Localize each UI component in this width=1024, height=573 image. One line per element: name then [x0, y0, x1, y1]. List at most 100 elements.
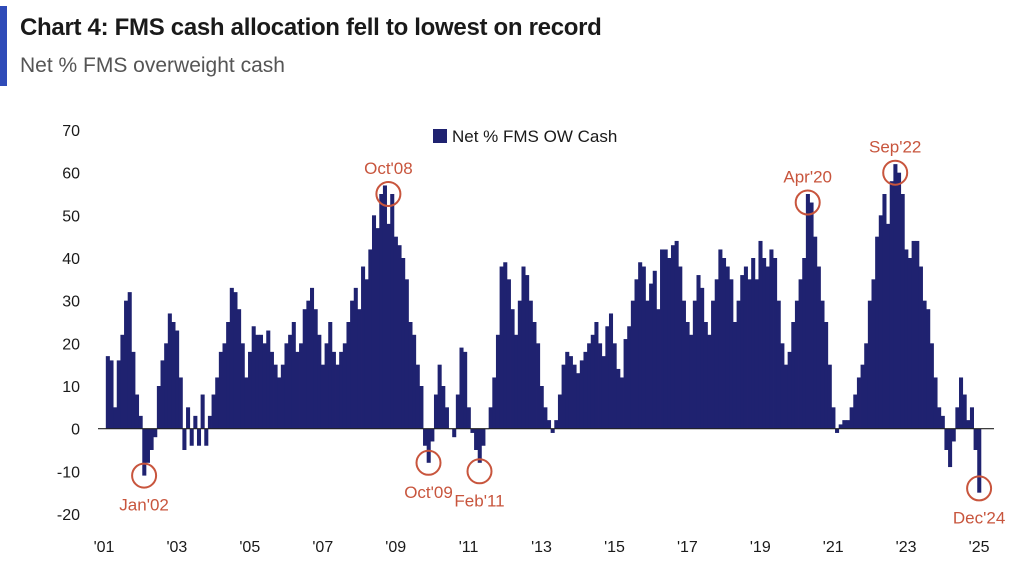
bar: [382, 185, 387, 429]
y-tick-label: 40: [62, 251, 80, 268]
bar: [824, 322, 829, 429]
bar: [375, 228, 380, 429]
bar: [550, 428, 555, 433]
bar: [973, 428, 978, 450]
bar: [700, 287, 705, 429]
bar: [707, 334, 712, 429]
bar: [886, 223, 891, 429]
bar: [773, 258, 778, 429]
x-tick-label: '25: [969, 539, 990, 556]
bar: [554, 420, 559, 429]
bar: [463, 351, 468, 429]
bar: [619, 377, 624, 429]
bar: [138, 415, 143, 429]
x-axis-ticks: '01 '03 '05 '07 '09 '11 '13 '15 '17 '19 '21 '23 '25: [94, 539, 990, 556]
bar: [918, 266, 923, 429]
bar: [736, 300, 741, 429]
bar: [634, 279, 639, 429]
bar: [386, 223, 391, 429]
bar: [211, 394, 216, 429]
bar: [955, 407, 960, 429]
annotation-label: Sep'22: [869, 138, 921, 157]
bar: [867, 300, 872, 429]
bar: [751, 258, 756, 429]
bar: [503, 262, 508, 429]
bar: [171, 322, 176, 429]
bar: [517, 300, 522, 429]
bar: [845, 420, 851, 429]
bar: [576, 373, 581, 429]
legend-label: Net % FMS OW Cash: [452, 127, 617, 146]
bar: [299, 343, 304, 429]
bar: [196, 428, 202, 446]
bar: [882, 194, 887, 429]
bar: [492, 377, 497, 429]
annotation-circle: [966, 475, 993, 502]
bar: [587, 343, 592, 429]
bar: [164, 343, 169, 429]
bar: [153, 428, 158, 438]
bar: [499, 266, 504, 429]
bar: [160, 360, 165, 429]
bar: [583, 351, 588, 429]
bar: [911, 240, 916, 429]
x-tick-label: '03: [166, 539, 187, 556]
y-tick-label: 50: [62, 208, 80, 225]
bar: [732, 322, 737, 429]
bar: [269, 351, 274, 429]
annotation-circle: [375, 181, 402, 207]
bar: [780, 343, 785, 429]
x-tick-label: '21: [823, 539, 844, 556]
x-tick-label: '05: [239, 539, 260, 556]
bar: [350, 300, 355, 429]
bar: [838, 424, 843, 429]
bar: [660, 249, 665, 429]
bar: [291, 322, 296, 429]
bar: [495, 334, 500, 429]
bar: [641, 266, 646, 429]
bar: [915, 240, 920, 429]
bar: [816, 266, 821, 429]
bar: [408, 322, 413, 429]
bar: [696, 275, 701, 429]
bar: [794, 300, 799, 429]
bar: [233, 292, 238, 429]
bar: [109, 360, 114, 429]
bar: [608, 313, 614, 429]
chart-title: Chart 4: FMS cash allocation fell to low…: [20, 14, 602, 41]
bar: [127, 292, 132, 429]
bar: [342, 343, 347, 429]
bar: [452, 428, 457, 438]
bar: [255, 334, 260, 429]
bar: [182, 428, 187, 450]
bar: [714, 279, 719, 429]
bar: [740, 275, 745, 429]
bar: [470, 428, 475, 433]
bar: [120, 334, 125, 429]
bar: [809, 202, 814, 429]
bar: [156, 386, 161, 429]
bar: [579, 360, 584, 429]
bar: [313, 309, 318, 429]
bar: [656, 309, 661, 429]
bar: [466, 407, 471, 429]
bar: [969, 407, 974, 429]
bar: [124, 300, 129, 429]
bar: [226, 322, 231, 429]
bar: [692, 300, 697, 429]
bar: [288, 334, 293, 429]
bar: [856, 377, 861, 429]
bar: [966, 420, 971, 429]
bar: [521, 266, 526, 429]
bar: [893, 164, 898, 429]
y-tick-label: 30: [62, 294, 80, 311]
legend-swatch: [433, 129, 447, 143]
annotation-circle: [882, 159, 909, 186]
bar: [747, 279, 752, 429]
legend: Net % FMS OW Cash: [433, 127, 617, 146]
bar: [674, 240, 679, 429]
y-tick-label: 60: [62, 166, 80, 183]
chart-subtitle: Net % FMS overweight cash: [20, 54, 285, 77]
bar: [769, 249, 774, 429]
bar: [335, 364, 340, 429]
